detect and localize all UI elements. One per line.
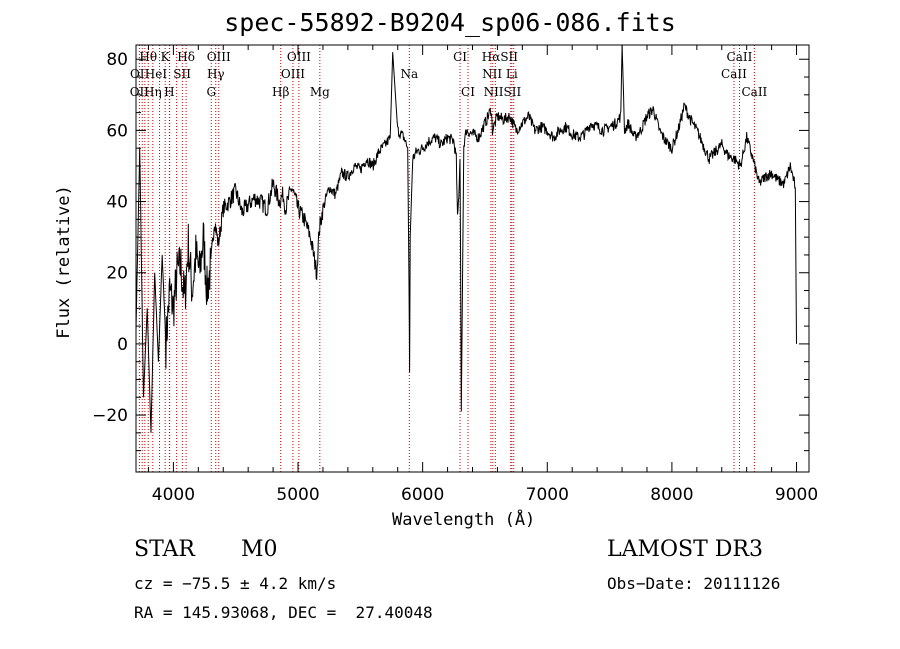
spectral-line-label: SII xyxy=(173,67,191,81)
spectral-line-label: OIII xyxy=(207,50,231,64)
spectral-line-label: Hδ xyxy=(177,50,195,64)
spectral-line-label: G xyxy=(206,85,216,99)
x-axis-label: Wavelength (Å) xyxy=(392,510,536,530)
spectral-line-label: NIISII xyxy=(484,85,522,99)
x-tick-label: 9000 xyxy=(775,485,818,505)
x-tick-label: 8000 xyxy=(650,485,693,505)
spectral-line-label: CI xyxy=(453,50,467,64)
redshift-cz: cz = −75.5 ± 4.2 km/s xyxy=(134,574,337,593)
y-tick-label: 60 xyxy=(106,121,128,141)
y-tick-label: 40 xyxy=(106,193,128,213)
spectral-line-label: CI xyxy=(461,85,475,99)
survey-name: LAMOST DR3 xyxy=(607,537,763,562)
plot-frame xyxy=(135,44,810,473)
spectral-line-label: H xyxy=(164,85,174,99)
x-tick-label: 5000 xyxy=(276,485,319,505)
spectral-line-label: CaII xyxy=(727,50,753,64)
spectral-line-label: Hη xyxy=(144,85,162,99)
spectral-line-label: Hβ xyxy=(272,85,289,99)
reference-lines xyxy=(138,45,755,472)
spectral-line-label: HeI xyxy=(145,67,168,81)
spectral-line-label: OII xyxy=(130,85,150,99)
coordinates-ra-dec: RA = 145.93068, DEC = 27.40048 xyxy=(134,603,433,622)
spectral-line-label: Na xyxy=(400,67,418,81)
spectral-line-label: Hγ xyxy=(207,67,225,81)
spectral-line-label: Hθ xyxy=(139,50,157,64)
spectral-line-label: CaII xyxy=(741,85,767,99)
spectral-line-label: OIII xyxy=(281,67,305,81)
x-tick-label: 7000 xyxy=(526,485,569,505)
x-tick-label: 4000 xyxy=(152,485,195,505)
object-class: STAR xyxy=(134,537,195,562)
y-tick-label: −20 xyxy=(92,406,128,426)
x-tick-label: 6000 xyxy=(401,485,444,505)
spectral-line-label: K xyxy=(161,50,171,64)
y-axis-ticks: −20 0 20 40 60 80 xyxy=(92,50,809,452)
y-tick-label: 80 xyxy=(106,50,128,70)
x-axis-ticks: 4000 5000 6000 7000 8000 9000 xyxy=(147,45,818,505)
object-subclass: M0 xyxy=(241,537,278,562)
y-tick-label: 0 xyxy=(117,335,128,355)
spectral-line-label: Mg xyxy=(310,85,330,99)
spectral-line-label: OI xyxy=(130,67,145,81)
y-tick-label: 20 xyxy=(106,264,128,284)
spectral-line-label: NII Li xyxy=(482,67,518,81)
spectral-line-labels: Hθ K Hδ OIII OIII CI HαSII CaII OI HeI SII Hγ OIII Na… xyxy=(130,50,768,99)
spectral-line-label: HαSII xyxy=(482,50,519,64)
chart-title: spec-55892-B9204_sp06-086.fits xyxy=(224,8,676,37)
y-axis-label: Flux (relative) xyxy=(54,185,74,339)
spectral-line-label: OIII xyxy=(287,50,311,64)
spectral-line-label: CaII xyxy=(721,67,747,81)
spectrum-line xyxy=(135,44,797,433)
observation-date: Obs−Date: 20111126 xyxy=(607,574,781,593)
